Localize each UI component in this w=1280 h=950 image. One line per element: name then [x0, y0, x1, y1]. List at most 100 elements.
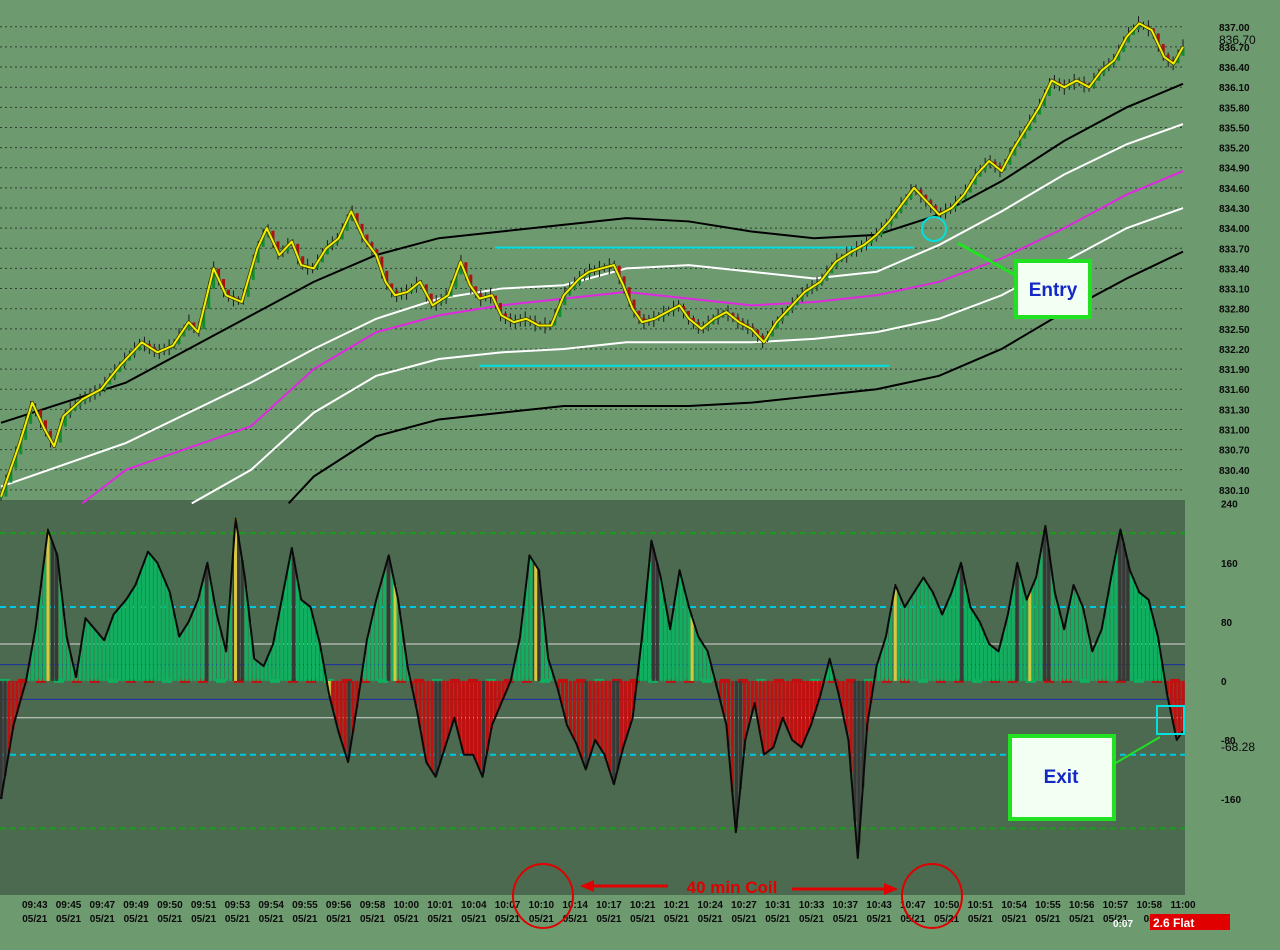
indicator-bar	[458, 680, 462, 739]
indicator-bar	[964, 584, 968, 681]
indicator-bar	[584, 680, 588, 769]
zero-line-segment	[396, 678, 406, 683]
indicator-bar	[31, 644, 35, 681]
indicator-bar	[303, 602, 308, 681]
indicator-bar	[529, 557, 533, 681]
indicator-bar	[252, 656, 256, 681]
indicator-bar	[722, 680, 727, 718]
indicator-bar	[1035, 573, 1039, 681]
indicator-bar	[1039, 551, 1043, 681]
indicator-tick-label: 160	[1221, 559, 1238, 570]
time-tick-label: 10:33	[799, 900, 825, 911]
time-tick-label: 10:58	[1136, 900, 1162, 911]
indicator-bar	[284, 579, 288, 681]
price-bar-body	[889, 218, 893, 225]
price-bar-body	[469, 274, 473, 287]
status-area: 0:07 2.6 Flat	[1113, 914, 1230, 930]
time-tick-label: 09:43	[22, 900, 48, 911]
indicator-bar	[256, 661, 260, 681]
price-bar-body	[617, 265, 621, 277]
indicator-bar	[1054, 598, 1059, 681]
indicator-bar	[331, 680, 335, 711]
indicator-bar	[968, 603, 972, 681]
indicator-bar	[912, 592, 916, 681]
indicator-bar	[280, 599, 284, 681]
indicator-bar	[398, 614, 402, 681]
zero-line-segment	[972, 678, 982, 683]
indicator-bar	[66, 643, 70, 681]
price-bar-body	[1043, 95, 1047, 107]
price-bar-body	[19, 439, 23, 455]
signal-bar-4	[534, 565, 538, 681]
indicator-bar	[651, 547, 655, 681]
time-tick-label: 09:55	[292, 900, 318, 911]
indicator-bar	[600, 680, 604, 751]
time-axis: 09:43 05/21 09:45 05/21 09:47 05/21 09:49 05/21…	[22, 900, 1196, 925]
price-bar-body	[345, 220, 349, 231]
band-line-4	[287, 250, 1184, 505]
price-bar-body	[568, 288, 572, 295]
coil-arrow-right-head	[884, 883, 898, 895]
price-bar-body	[355, 213, 359, 224]
indicator-bar	[339, 680, 343, 740]
indicator-bar	[991, 647, 995, 681]
price-bar-body	[0, 496, 3, 499]
indicator-bar	[1094, 642, 1098, 681]
indicator-bar	[181, 630, 185, 681]
indicator-bar	[54, 552, 59, 681]
indicator-bar	[979, 625, 984, 681]
indicator-bar	[422, 680, 426, 750]
price-bar-body	[187, 322, 191, 330]
price-bar-body	[118, 365, 122, 373]
indicator-bar	[1019, 577, 1023, 681]
indicator-bar	[778, 680, 782, 728]
price-bar-body	[192, 322, 196, 328]
date-tick-label: 05/21	[326, 914, 351, 925]
indicator-bar	[1126, 560, 1130, 681]
indicator-bar	[62, 615, 66, 681]
indicator-bar	[877, 659, 881, 681]
indicator-bar	[707, 654, 711, 681]
indicator-bar	[750, 680, 754, 713]
indicator-bar	[865, 680, 869, 732]
indicator-bar	[845, 680, 849, 734]
price-bar-body	[256, 246, 260, 263]
price-bar-body	[137, 344, 141, 351]
time-tick-label: 10:21	[630, 900, 656, 911]
indicator-bar	[165, 585, 169, 681]
price-bar-body	[1038, 106, 1042, 115]
indicator-bar	[928, 587, 932, 681]
indicator-bar	[70, 660, 74, 681]
date-tick-label: 05/21	[968, 914, 993, 925]
price-bar-body	[108, 378, 112, 385]
entry-label: Entry	[1029, 280, 1078, 301]
price-bar-body	[365, 234, 369, 243]
price-bar-body	[39, 409, 43, 421]
price-bar-body	[325, 247, 329, 255]
time-tick-label: 10:47	[900, 900, 926, 911]
zero-line-segment	[18, 678, 28, 683]
price-bar-body	[123, 360, 127, 366]
price-bar-body	[775, 321, 779, 329]
indicator-bar	[315, 633, 319, 681]
price-bar-body	[320, 254, 324, 263]
exit-pointer-line	[1113, 736, 1161, 765]
zero-line-segment	[900, 678, 910, 683]
price-bar-body	[627, 287, 631, 300]
indicator-bar	[347, 680, 351, 758]
price-bar-body	[805, 290, 809, 295]
price-bar-body	[1161, 44, 1165, 55]
indicator-bar	[1114, 553, 1118, 681]
indicator-bar	[363, 654, 367, 681]
indicator-bar	[556, 680, 561, 692]
indicator-bar	[390, 572, 395, 681]
time-tick-label: 10:51	[968, 900, 994, 911]
price-bar-body	[212, 268, 216, 289]
indicator-bar	[620, 680, 624, 754]
indicator-bar	[414, 680, 418, 707]
time-tick-label: 10:27	[731, 900, 757, 911]
indicator-bar	[908, 598, 912, 681]
indicator-bar	[632, 680, 636, 711]
zero-line-segment	[342, 678, 352, 683]
